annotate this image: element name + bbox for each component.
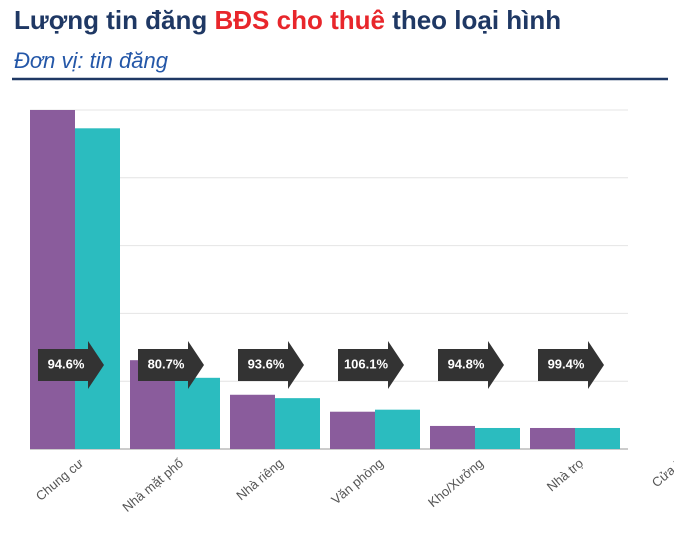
chart-subtitle: Đơn vị: tin đăng [14,48,169,73]
title-part: Lượng tin đăng [14,5,215,35]
bar [375,409,420,449]
arrow-badge [38,341,104,389]
bar [175,377,220,449]
arrow-badge [438,341,504,389]
annotation: 94.8% [448,356,485,371]
x-tick-label: Cửa h [649,455,674,490]
title-part: theo loại hình [385,5,561,35]
x-tick-label: Nhà trọ [544,455,586,494]
annotation: 93.6% [248,356,285,371]
arrow-badge [238,341,304,389]
bar [530,427,575,449]
bar [30,110,75,449]
bar [230,394,275,449]
annotation: 99.4% [548,356,585,371]
arrow-badge [538,341,604,389]
x-tick-label: Văn phòng [328,455,386,507]
annotation: 80.7% [148,356,185,371]
bar [430,425,475,449]
x-tick-label: Chung cư [33,455,87,503]
bar [275,398,320,449]
bar [575,427,620,449]
annotation: 94.6% [48,356,85,371]
bar [75,128,120,449]
arrow-badge [138,341,204,389]
x-tick-label: Kho/Xưởng [425,455,486,510]
x-tick-label: Nhà riêng [233,455,286,503]
x-tick-label: Nhà mặt phố [119,455,186,514]
bar [475,427,520,449]
annotation: 106.1% [344,356,389,371]
bar [330,411,375,449]
title-part: BĐS cho thuê [215,5,385,35]
chart-title: Lượng tin đăng BĐS cho thuê theo loại hì… [14,5,561,35]
arrow-badge [338,341,404,389]
